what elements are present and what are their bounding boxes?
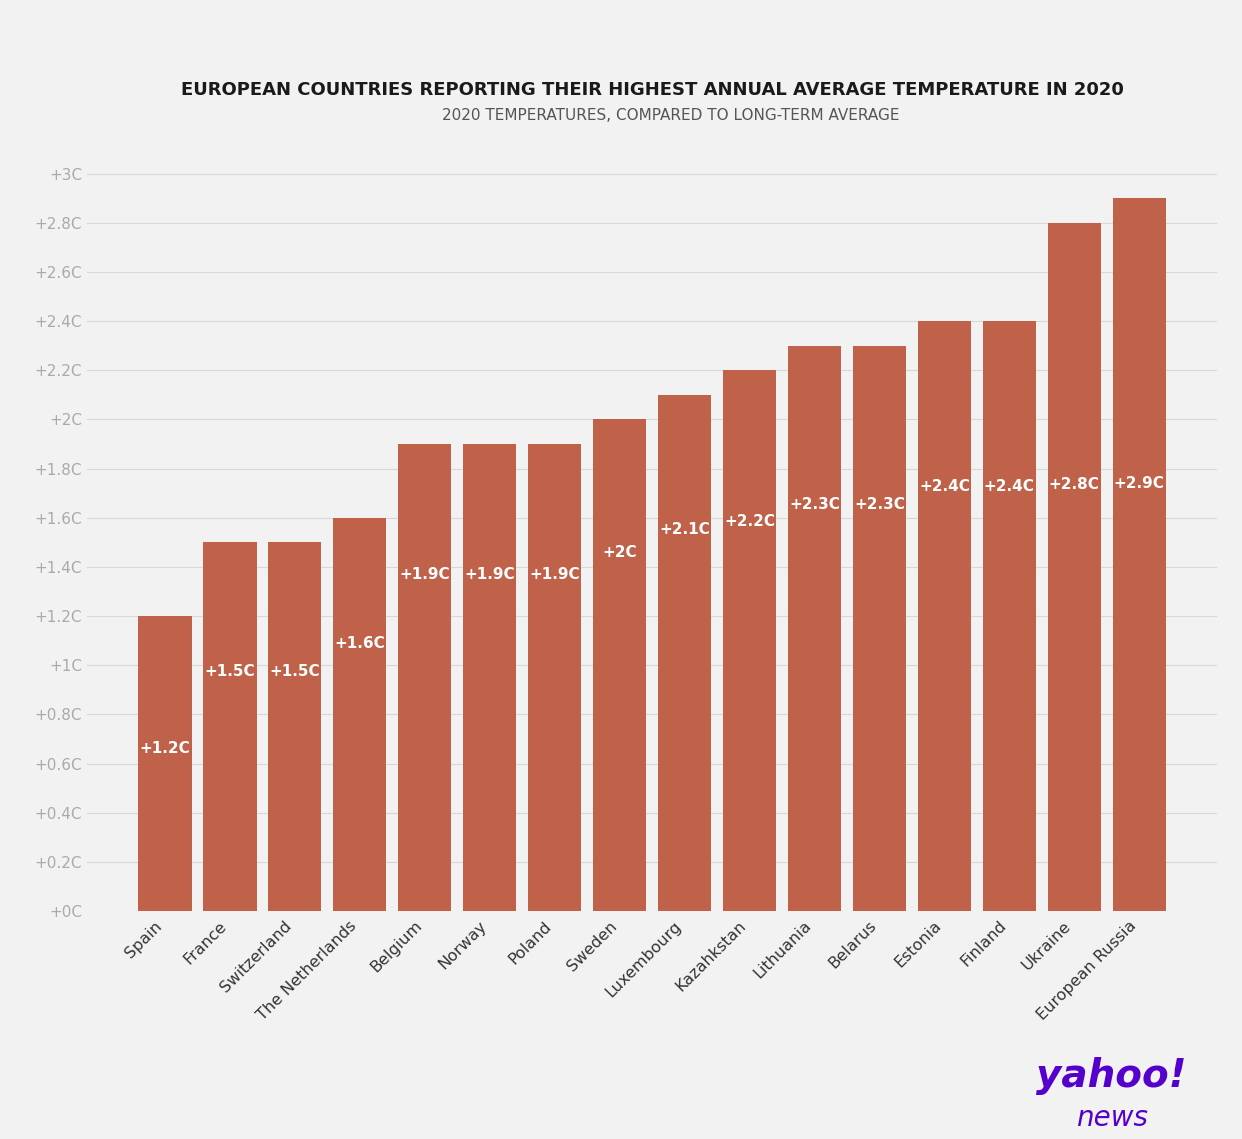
Text: +1.6C: +1.6C bbox=[334, 637, 385, 652]
Bar bbox=[268, 542, 322, 911]
Text: news: news bbox=[1076, 1105, 1148, 1132]
Bar bbox=[982, 321, 1036, 911]
Text: +1.9C: +1.9C bbox=[400, 567, 450, 582]
Bar bbox=[1047, 223, 1100, 911]
Bar bbox=[918, 321, 971, 911]
Text: +2.8C: +2.8C bbox=[1048, 477, 1099, 492]
Bar bbox=[787, 345, 841, 911]
Bar bbox=[204, 542, 257, 911]
Text: +1.9C: +1.9C bbox=[529, 567, 580, 582]
Text: +1.5C: +1.5C bbox=[205, 664, 255, 679]
Text: +2.3C: +2.3C bbox=[789, 497, 840, 511]
Text: +2C: +2C bbox=[602, 544, 637, 559]
Bar bbox=[333, 518, 386, 911]
Bar bbox=[853, 345, 905, 911]
Text: +2.3C: +2.3C bbox=[854, 497, 905, 511]
Text: yahoo!: yahoo! bbox=[1036, 1057, 1187, 1096]
Text: +1.2C: +1.2C bbox=[139, 741, 190, 756]
Bar bbox=[592, 419, 646, 911]
Text: +2.9C: +2.9C bbox=[1114, 476, 1165, 491]
Bar bbox=[723, 370, 776, 911]
Title: EUROPEAN COUNTRIES REPORTING THEIR HIGHEST ANNUAL AVERAGE TEMPERATURE IN 2020: EUROPEAN COUNTRIES REPORTING THEIR HIGHE… bbox=[180, 81, 1124, 99]
Bar bbox=[528, 444, 581, 911]
Bar bbox=[138, 616, 191, 911]
Text: +2.4C: +2.4C bbox=[984, 478, 1035, 494]
Text: +2.1C: +2.1C bbox=[660, 522, 710, 536]
Bar bbox=[463, 444, 517, 911]
Text: +1.9C: +1.9C bbox=[465, 567, 515, 582]
Bar bbox=[658, 395, 712, 911]
Text: 2020 TEMPERATURES, COMPARED TO LONG-TERM AVERAGE: 2020 TEMPERATURES, COMPARED TO LONG-TERM… bbox=[442, 108, 899, 123]
Bar bbox=[399, 444, 451, 911]
Text: +2.2C: +2.2C bbox=[724, 514, 775, 530]
Text: +2.4C: +2.4C bbox=[919, 478, 970, 494]
Text: +1.5C: +1.5C bbox=[270, 664, 320, 679]
Bar bbox=[1113, 198, 1166, 911]
